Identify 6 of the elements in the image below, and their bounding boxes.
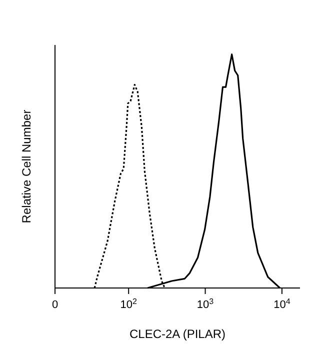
x-tick-label: 10$^{3}$ [196,296,214,311]
x-tick-label: 10$^{4}$ [274,296,291,311]
x-tick-label: 0 [52,299,58,311]
x-axis-title: CLEC-2A (PILAR) [129,327,226,341]
y-axis-title: Relative Cell Number [19,110,34,224]
x-tick-label: 10$^{2}$ [120,296,138,311]
